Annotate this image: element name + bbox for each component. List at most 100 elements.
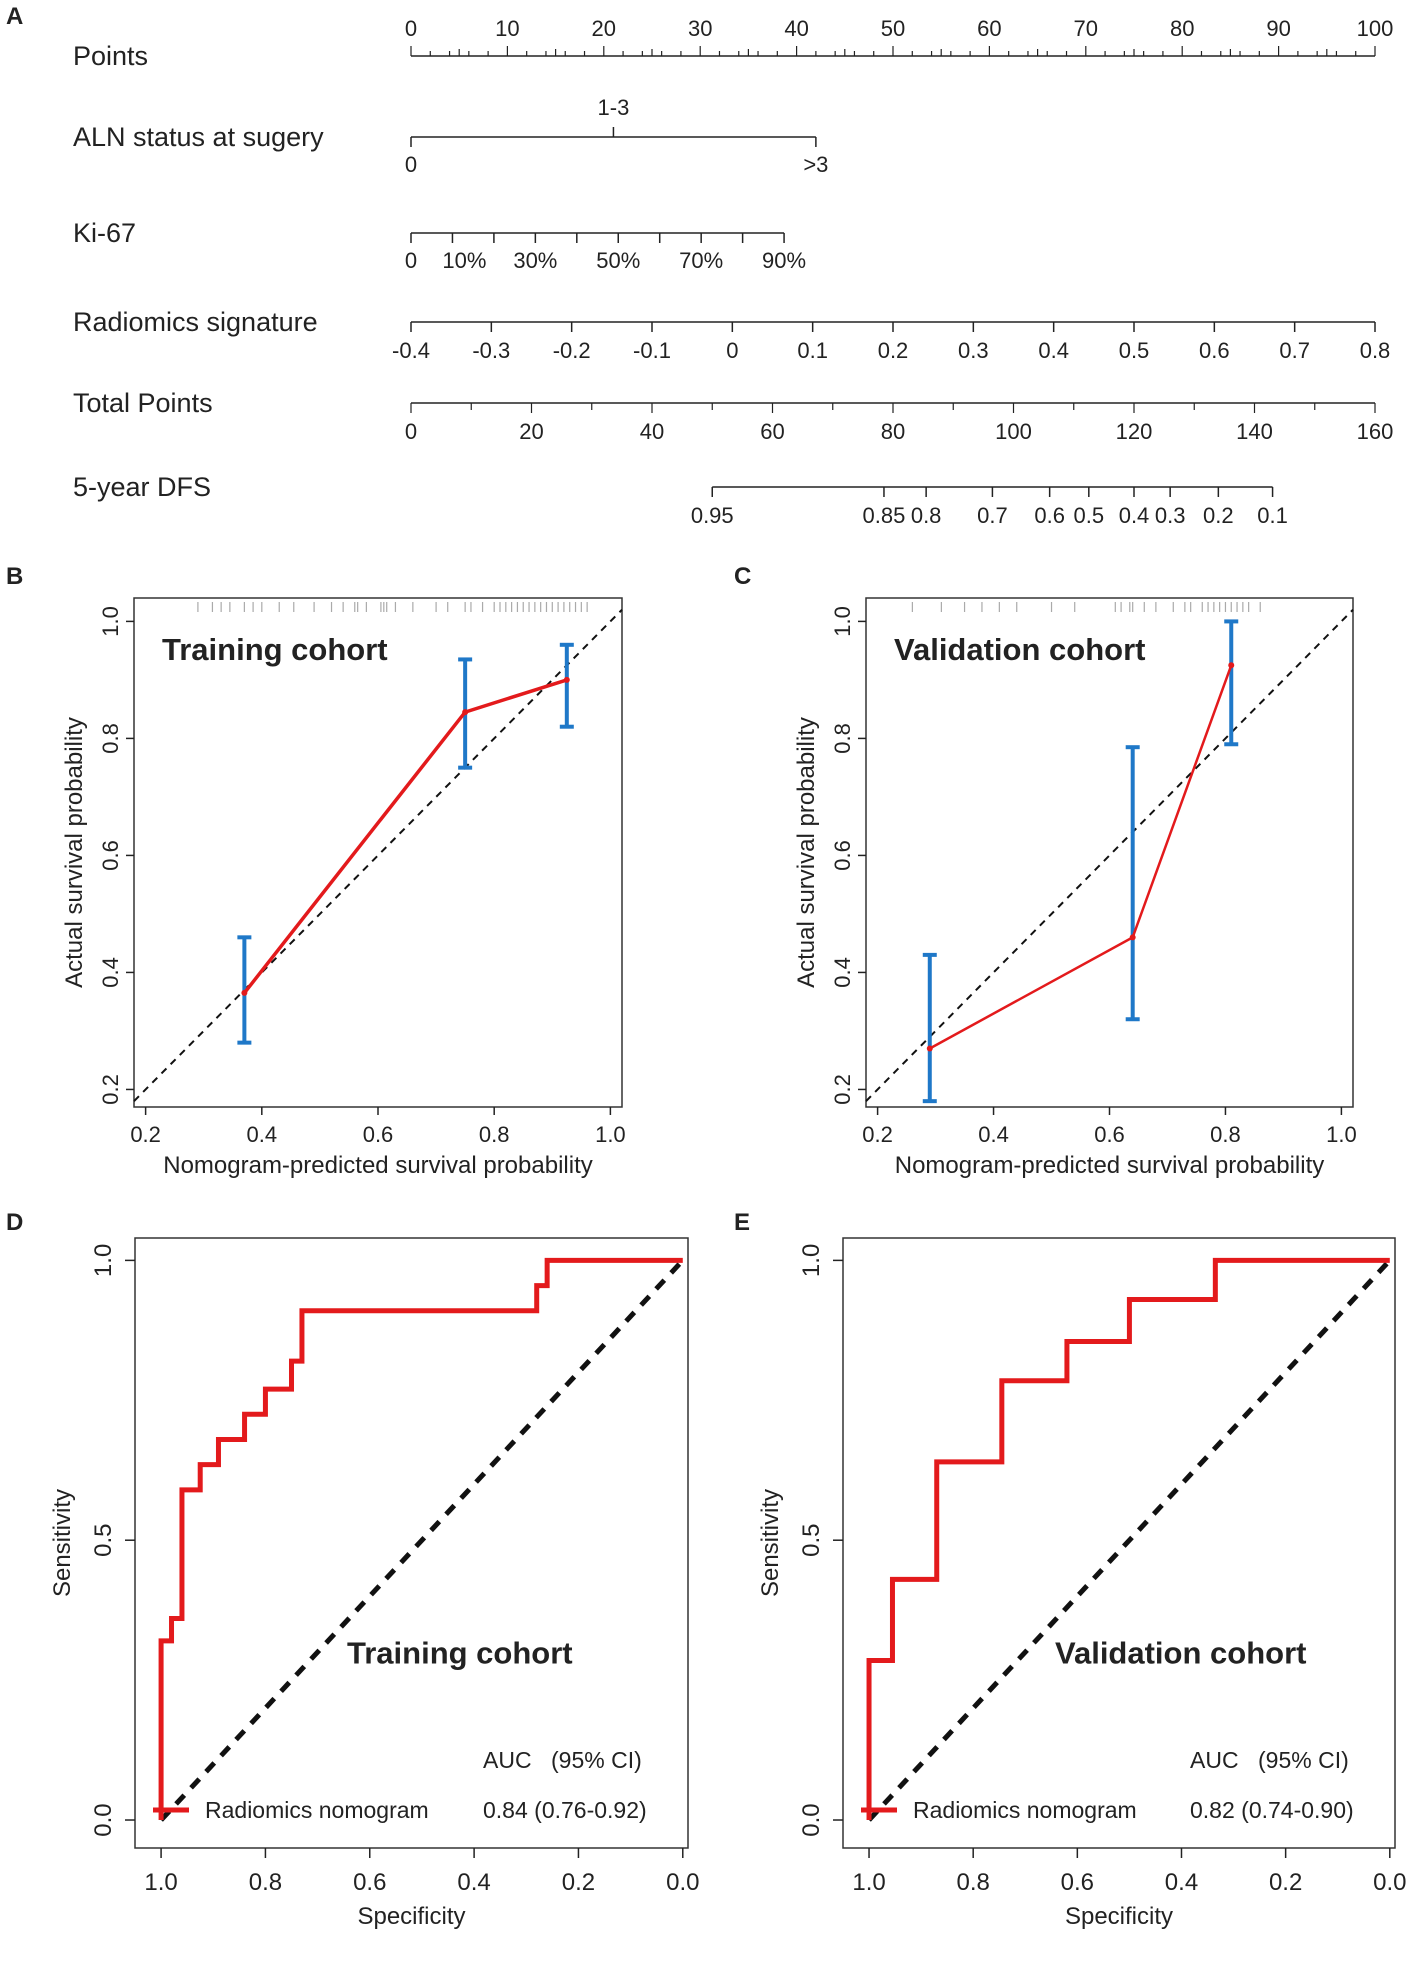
nomogram-row-label: 5-year DFS [73, 472, 211, 502]
points-tick-label: 50 [881, 16, 905, 41]
roc-curve [158, 1257, 683, 1821]
nomogram-row-label: Radiomics signature [73, 307, 318, 337]
points-tick-label: 70 [1074, 16, 1098, 41]
x-tick-label: 0.4 [457, 1869, 490, 1896]
radiomics-tick-label: 0.3 [958, 338, 989, 363]
x-tick-label: 0.2 [1269, 1869, 1302, 1896]
dfs-tick-label: 0.6 [1034, 503, 1065, 528]
calibration-point [241, 989, 248, 996]
dfs-tick-label: 0.4 [1119, 503, 1150, 528]
plot-frame [134, 1237, 689, 1849]
points-tick-label: 80 [1170, 16, 1194, 41]
legend-series-label: Radiomics nomogram [205, 1797, 429, 1823]
y-axis-label: Sensitivity [757, 1489, 784, 1597]
legend-auc-header: AUC [1190, 1747, 1239, 1773]
cohort-title: Training cohort [347, 1635, 573, 1670]
ki67-tick-label: 70% [679, 248, 723, 273]
radiomics-tick-label: 0.7 [1279, 338, 1310, 363]
dfs-tick-label: 0.7 [977, 503, 1008, 528]
points-tick-label: 20 [592, 16, 616, 41]
y-tick-label: 0.4 [98, 957, 123, 988]
x-tick-label: 0.0 [666, 1869, 699, 1896]
total-points-tick-label: 140 [1236, 419, 1273, 444]
y-axis-label: Actual survival probability [793, 717, 820, 988]
y-axis-label: Actual survival probability [61, 717, 88, 988]
y-axis-label: Sensitivity [49, 1489, 76, 1597]
calibration-point [926, 1045, 933, 1052]
ki67-tick-label: 30% [513, 248, 557, 273]
panel-letter-d: D [6, 1209, 23, 1236]
points-tick-label: 90 [1266, 16, 1290, 41]
y-tick-label: 1.0 [798, 1244, 825, 1277]
panel-letter-e: E [734, 1209, 750, 1236]
plot-frame [842, 1237, 1396, 1849]
y-tick-label: 0.6 [830, 840, 855, 871]
x-tick-label: 0.2 [130, 1122, 161, 1147]
legend-ci-header: (95% CI) [551, 1747, 642, 1773]
total-points-tick-label: 40 [640, 419, 664, 444]
aln-tick-label: 1-3 [598, 95, 630, 120]
radiomics-tick-label: 0.4 [1038, 338, 1069, 363]
total-points-tick-label: 0 [405, 419, 417, 444]
panel-letter-a: A [6, 3, 23, 30]
total-points-tick-label: 160 [1357, 419, 1394, 444]
x-tick-label: 0.6 [363, 1122, 394, 1147]
total-points-tick-label: 100 [995, 419, 1032, 444]
radiomics-tick-label: 0.5 [1119, 338, 1150, 363]
dfs-tick-label: 0.3 [1155, 503, 1186, 528]
ideal-diagonal [133, 608, 623, 1102]
reference-diagonal [867, 1258, 1392, 1822]
y-tick-label: 1.0 [90, 1244, 117, 1277]
x-tick-label: 0.4 [978, 1122, 1009, 1147]
roc-plot-validation: 1.0 0.8 0.6 0.4 0.2 0.0 0.0 0.5 1.0 Specificity Se… [757, 1237, 1406, 1930]
calibration-plot-training: 0.20.20.40.40.60.60.80.81.01.0Nomogram-p… [61, 597, 626, 1179]
x-axis-label: Specificity [1065, 1903, 1173, 1930]
dfs-tick-label: 0.5 [1074, 503, 1105, 528]
calibration-plot-validation: 0.20.20.40.40.60.60.80.81.01.0Nomogram-p… [793, 597, 1357, 1179]
radiomics-tick-label: 0.2 [878, 338, 909, 363]
x-tick-label: 1.0 [1326, 1122, 1357, 1147]
ki67-tick-label: 90% [762, 248, 806, 273]
aln-tick-label: >3 [803, 152, 828, 177]
y-tick-label: 0.2 [98, 1074, 123, 1105]
x-tick-label: 0.2 [862, 1122, 893, 1147]
x-tick-label: 0.6 [353, 1869, 386, 1896]
panel-letter-b: B [6, 563, 23, 590]
calibration-point [1129, 934, 1136, 941]
y-tick-label: 0.0 [90, 1803, 117, 1836]
radiomics-tick-label: 0.8 [1360, 338, 1391, 363]
points-tick-label: 10 [495, 16, 519, 41]
x-axis-label: Nomogram-predicted survival probability [895, 1152, 1325, 1179]
calibration-point [462, 709, 469, 716]
x-tick-label: 0.4 [247, 1122, 278, 1147]
x-tick-label: 0.8 [479, 1122, 510, 1147]
radiomics-tick-label: -0.1 [633, 338, 671, 363]
x-axis-label: Specificity [357, 1903, 465, 1930]
ideal-diagonal [865, 608, 1354, 1102]
x-tick-label: 0.8 [1210, 1122, 1241, 1147]
total-points-tick-label: 60 [760, 419, 784, 444]
nomogram-row-label: Total Points [73, 388, 213, 418]
ki67-tick-label: 50% [596, 248, 640, 273]
calibration-point [1228, 662, 1235, 669]
legend-ci-header: (95% CI) [1258, 1747, 1349, 1773]
y-tick-label: 0.4 [830, 957, 855, 988]
calibration-line [929, 664, 1233, 1050]
legend-auc-value: 0.82 (0.74-0.90) [1190, 1797, 1354, 1823]
total-points-tick-label: 20 [519, 419, 543, 444]
x-tick-label: 0.8 [249, 1869, 282, 1896]
cohort-title: Validation cohort [894, 632, 1145, 667]
nomogram-row-label: ALN status at sugery [73, 122, 324, 152]
points-tick-label: 100 [1357, 16, 1394, 41]
y-tick-label: 0.8 [830, 723, 855, 754]
y-tick-label: 1.0 [830, 606, 855, 637]
radiomics-tick-label: -0.2 [553, 338, 591, 363]
y-tick-label: 0.5 [798, 1524, 825, 1557]
x-tick-label: 0.4 [1165, 1869, 1198, 1896]
legend-auc-header: AUC [483, 1747, 532, 1773]
nomogram: Points ALN status at sugery Ki-67 Radiomics… [73, 16, 1393, 528]
total-points-tick-label: 120 [1116, 419, 1153, 444]
dfs-tick-label: 0.95 [691, 503, 734, 528]
x-axis-label: Nomogram-predicted survival probability [163, 1152, 593, 1179]
